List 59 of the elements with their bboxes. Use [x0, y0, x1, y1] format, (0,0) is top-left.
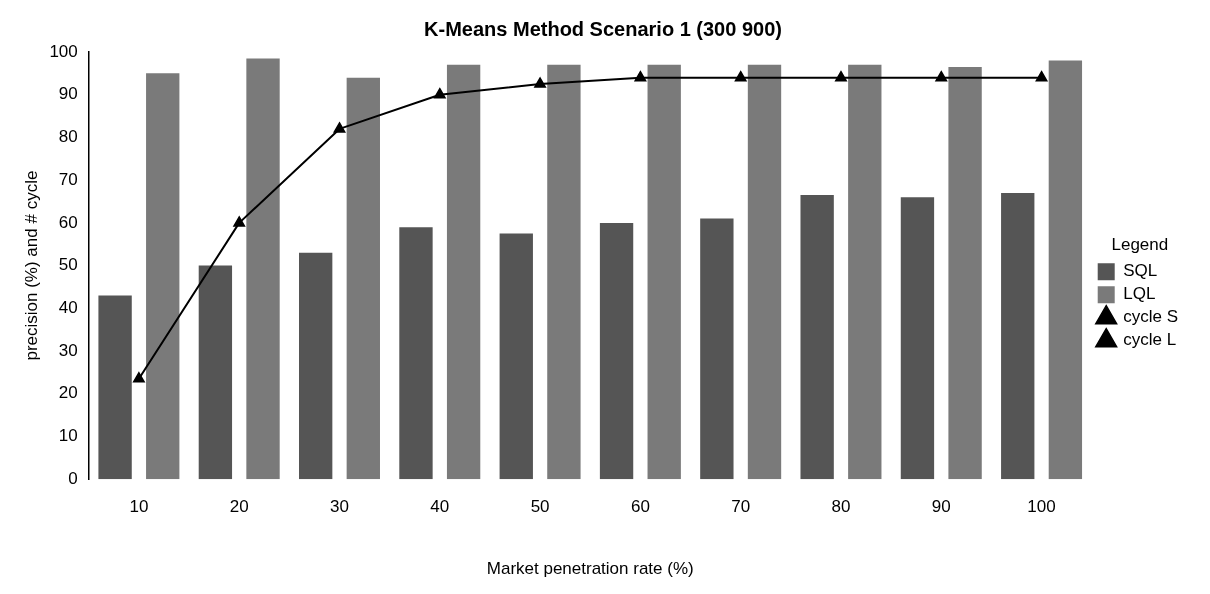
bar [299, 252, 333, 480]
point [835, 70, 847, 82]
point [233, 216, 246, 227]
bar [146, 73, 180, 480]
legend-label: LQL [1123, 284, 1156, 304]
y-tick-label: 20 [58, 383, 78, 403]
bar [647, 64, 681, 480]
x-axis-title: Market penetration rate (%) [486, 559, 694, 579]
y-tick-label: 90 [58, 84, 78, 104]
y-tick-label: 60 [58, 212, 78, 232]
bar [747, 64, 782, 480]
y-tick-label: 30 [58, 340, 78, 360]
bar [848, 64, 882, 480]
bar [800, 195, 834, 480]
y-tick-label: 100 [49, 41, 78, 61]
y-tick-label: 70 [58, 169, 78, 189]
point [333, 122, 346, 133]
x-tick-label: 100 [1027, 497, 1056, 517]
x-tick-label: 10 [129, 497, 149, 517]
bar [900, 197, 935, 480]
chart-title: K-Means Method Scenario 1 (300 900) [424, 17, 782, 40]
point [734, 70, 747, 82]
x-tick-label: 80 [831, 497, 851, 517]
bar [1001, 192, 1035, 480]
x-tick-label: 50 [530, 497, 550, 517]
y-tick-label: 40 [58, 298, 78, 318]
legend-label: SQL [1123, 261, 1158, 281]
legend-title: Legend [1111, 234, 1169, 254]
y-tick-label: 80 [58, 127, 78, 147]
bar [346, 77, 380, 480]
x-tick-label: 30 [330, 497, 349, 517]
point [1035, 70, 1048, 82]
point [433, 87, 446, 99]
legend-label: cycle S [1123, 307, 1178, 327]
bar [1048, 60, 1083, 480]
x-tick-label: 90 [931, 497, 951, 517]
x-tick-label: 20 [229, 497, 249, 517]
y-tick-label: 10 [58, 426, 78, 446]
point [132, 372, 145, 383]
bar [547, 64, 581, 480]
bar [700, 218, 734, 480]
bar [246, 58, 280, 480]
legend-label: cycle L [1123, 330, 1177, 350]
bar [399, 227, 433, 480]
bar [599, 222, 634, 480]
point [935, 70, 948, 82]
point [634, 70, 647, 82]
bar [499, 233, 533, 480]
y-axis-title: precision (%) and # cycle [21, 170, 41, 361]
bar [446, 64, 481, 480]
y-tick-label: 0 [68, 468, 78, 488]
x-tick-label: 40 [430, 497, 450, 517]
x-tick-label: 60 [630, 497, 650, 517]
bar [98, 295, 132, 480]
bar [198, 265, 233, 480]
x-tick-label: 70 [731, 497, 751, 517]
y-tick-label: 50 [58, 255, 78, 275]
bar [948, 66, 982, 480]
point [534, 77, 547, 88]
